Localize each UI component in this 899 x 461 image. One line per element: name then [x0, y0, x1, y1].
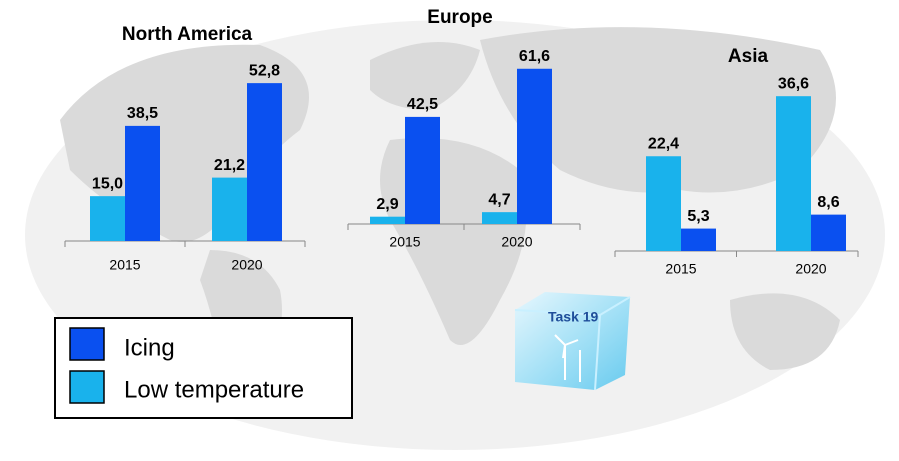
x-tick-label: 2020 — [501, 234, 532, 250]
value-label: 2,9 — [376, 196, 398, 213]
value-label: 8,6 — [817, 194, 839, 211]
chart-title: North America — [122, 24, 253, 45]
value-label: 38,5 — [127, 105, 158, 122]
bar — [247, 83, 282, 242]
value-label: 15,0 — [92, 175, 123, 192]
bar — [90, 196, 125, 241]
bar — [212, 177, 247, 241]
x-tick-label: 2015 — [665, 261, 696, 277]
value-label: 36,6 — [778, 75, 809, 92]
value-label: 61,6 — [519, 48, 550, 65]
x-tick-label: 2015 — [109, 257, 140, 273]
legend-label: Low temperature — [124, 376, 304, 403]
bar — [370, 216, 405, 224]
legend-swatch — [69, 327, 105, 361]
bar — [776, 96, 811, 251]
value-label: 52,8 — [249, 62, 280, 79]
x-tick-label: 2020 — [231, 257, 262, 273]
legend-label: Icing — [124, 334, 175, 361]
badge: Task 19 — [514, 292, 631, 391]
legend: Icing Low temperature — [54, 317, 353, 419]
x-tick-label: 2020 — [795, 261, 826, 277]
x-tick-label: 2015 — [389, 234, 420, 250]
value-label: 5,3 — [687, 208, 709, 225]
bar — [482, 212, 517, 224]
value-label: 21,2 — [214, 157, 245, 174]
bar — [125, 125, 160, 241]
badge-text: Task 19 — [548, 309, 599, 325]
bar — [405, 116, 440, 224]
bar — [517, 68, 552, 224]
value-label: 4,7 — [488, 191, 510, 208]
legend-swatch — [69, 370, 105, 404]
value-label: 42,5 — [407, 96, 438, 113]
value-label: 22,4 — [648, 135, 679, 152]
bar — [681, 228, 716, 251]
bar — [646, 156, 681, 251]
chart-title: Asia — [728, 46, 769, 67]
bar — [811, 214, 846, 251]
chart-title: Europe — [427, 7, 492, 28]
